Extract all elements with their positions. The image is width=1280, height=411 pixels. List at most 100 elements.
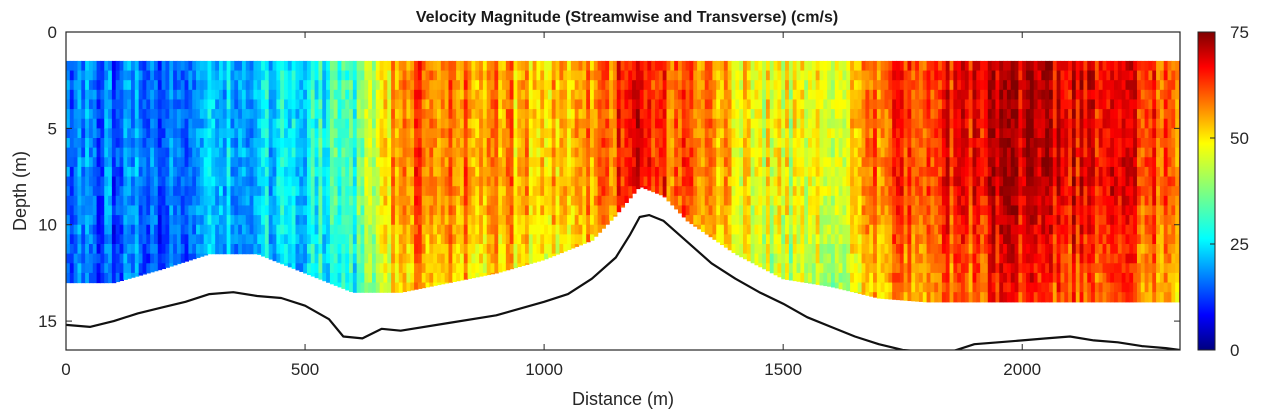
- heatmap-cell: [284, 263, 289, 266]
- heatmap-cell: [593, 60, 599, 72]
- heatmap-cell: [750, 128, 756, 139]
- heatmap-cell: [291, 186, 297, 197]
- heatmap-cell: [456, 244, 461, 255]
- heatmap-cell: [896, 99, 901, 110]
- heatmap-cell: [888, 176, 893, 187]
- heatmap-cell: [264, 176, 270, 187]
- heatmap-cell: [173, 128, 178, 139]
- heatmap-cell: [934, 80, 939, 91]
- heatmap-cell: [586, 89, 591, 101]
- heatmap-cell: [903, 80, 909, 91]
- heatmap-cell: [161, 118, 167, 129]
- heatmap-cell: [333, 60, 339, 72]
- heatmap-cell: [394, 186, 400, 197]
- heatmap-cell: [192, 176, 197, 187]
- heatmap-cell: [440, 224, 446, 235]
- heatmap-cell: [433, 195, 438, 207]
- heatmap-cell: [601, 195, 606, 207]
- heatmap-cell: [884, 205, 889, 216]
- heatmap-cell: [559, 109, 564, 120]
- heatmap-cell: [930, 147, 935, 158]
- heatmap-cell: [502, 60, 507, 72]
- heatmap-cell: [437, 253, 442, 264]
- heatmap-cell: [284, 234, 289, 245]
- heatmap-cell: [230, 128, 235, 139]
- heatmap-cell: [551, 234, 557, 245]
- heatmap-cell: [203, 138, 209, 149]
- heatmap-cell: [452, 244, 457, 255]
- heatmap-cell: [792, 272, 798, 282]
- heatmap-cell: [341, 166, 346, 178]
- heatmap-cell: [226, 118, 232, 129]
- heatmap-cell: [853, 224, 859, 235]
- heatmap-cell: [150, 166, 155, 178]
- heatmap-cell: [88, 253, 94, 264]
- heatmap-cell: [532, 138, 538, 149]
- heatmap-cell: [612, 166, 618, 178]
- heatmap-cell: [284, 176, 289, 187]
- heatmap-cell: [559, 80, 564, 91]
- heatmap-cell: [601, 70, 606, 81]
- heatmap-cell: [853, 292, 859, 294]
- heatmap-cell: [345, 215, 350, 226]
- heatmap-cell: [234, 80, 239, 91]
- heatmap-cell: [697, 138, 702, 149]
- heatmap-cell: [196, 147, 201, 158]
- heatmap-cell: [926, 60, 932, 72]
- heatmap-cell: [819, 272, 824, 284]
- heatmap-cell: [609, 89, 614, 101]
- heatmap-cell: [341, 147, 346, 158]
- heatmap-cell: [704, 157, 710, 168]
- heatmap-cell: [494, 99, 499, 110]
- heatmap-cell: [536, 166, 541, 178]
- heatmap-cell: [433, 80, 438, 91]
- heatmap-cell: [153, 205, 159, 216]
- heatmap-cell: [911, 138, 916, 149]
- heatmap-cell: [203, 70, 209, 81]
- heatmap-cell: [677, 186, 683, 197]
- heatmap-cell: [188, 109, 193, 120]
- heatmap-cell: [406, 70, 411, 81]
- heatmap-cell: [505, 147, 511, 158]
- heatmap-cell: [873, 292, 878, 298]
- heatmap-cell: [383, 253, 388, 264]
- heatmap-cell: [391, 234, 396, 245]
- heatmap-cell: [264, 89, 270, 101]
- heatmap-cell: [915, 253, 920, 264]
- heatmap-cell: [785, 244, 790, 255]
- heatmap-cell: [77, 195, 82, 207]
- heatmap-cell: [368, 186, 373, 197]
- heatmap-cell: [918, 138, 924, 149]
- heatmap-cell: [593, 176, 599, 187]
- heatmap-cell: [570, 215, 576, 226]
- heatmap-cell: [899, 205, 905, 216]
- heatmap-cell: [873, 272, 878, 284]
- heatmap-cell: [869, 70, 874, 81]
- heatmap-cell: [161, 89, 167, 101]
- heatmap-cell: [169, 253, 174, 264]
- heatmap-cell: [632, 186, 637, 194]
- heatmap-cell: [123, 195, 128, 207]
- heatmap-cell: [326, 244, 331, 255]
- heatmap-cell: [226, 109, 232, 120]
- heatmap-cell: [762, 80, 767, 91]
- heatmap-cell: [123, 157, 128, 168]
- heatmap-cell: [850, 128, 855, 139]
- heatmap-cell: [272, 176, 277, 187]
- heatmap-cell: [150, 60, 155, 72]
- heatmap-cell: [720, 186, 725, 197]
- heatmap-cell: [693, 118, 698, 129]
- heatmap-cell: [322, 89, 327, 101]
- heatmap-cell: [892, 224, 897, 235]
- heatmap-cell: [922, 157, 928, 168]
- heatmap-cell: [903, 253, 909, 264]
- heatmap-cell: [310, 272, 316, 277]
- heatmap-cell: [452, 109, 457, 120]
- heatmap-cell: [551, 166, 557, 178]
- heatmap-cell: [899, 272, 905, 284]
- heatmap-cell: [276, 60, 281, 72]
- heatmap-cell: [815, 166, 821, 178]
- heatmap-cell: [482, 272, 488, 276]
- heatmap-cell: [444, 244, 450, 255]
- heatmap-cell: [804, 118, 809, 129]
